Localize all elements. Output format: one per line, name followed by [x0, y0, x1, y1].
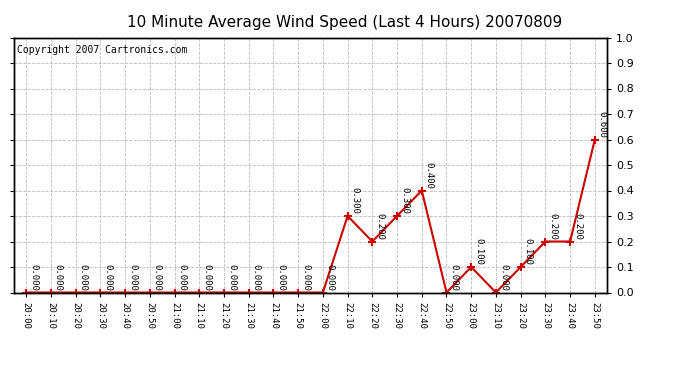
Text: 0.000: 0.000: [227, 264, 236, 291]
Text: 0.000: 0.000: [277, 264, 286, 291]
Text: 0.000: 0.000: [79, 264, 88, 291]
Text: 0.000: 0.000: [104, 264, 112, 291]
Text: 0.200: 0.200: [573, 213, 582, 240]
Text: 0.400: 0.400: [425, 162, 434, 189]
Text: 0.600: 0.600: [598, 111, 607, 138]
Text: 0.000: 0.000: [29, 264, 38, 291]
Text: Copyright 2007 Cartronics.com: Copyright 2007 Cartronics.com: [17, 45, 187, 55]
Text: 10 Minute Average Wind Speed (Last 4 Hours) 20070809: 10 Minute Average Wind Speed (Last 4 Hou…: [128, 15, 562, 30]
Text: 0.000: 0.000: [499, 264, 508, 291]
Text: 0.000: 0.000: [152, 264, 161, 291]
Text: 0.000: 0.000: [54, 264, 63, 291]
Text: 0.300: 0.300: [400, 187, 409, 214]
Text: 0.300: 0.300: [351, 187, 359, 214]
Text: 0.000: 0.000: [449, 264, 458, 291]
Text: 0.100: 0.100: [524, 238, 533, 265]
Text: 0.200: 0.200: [549, 213, 558, 240]
Text: 0.100: 0.100: [474, 238, 483, 265]
Text: 0.000: 0.000: [326, 264, 335, 291]
Text: 0.200: 0.200: [375, 213, 384, 240]
Text: 0.000: 0.000: [177, 264, 186, 291]
Text: 0.000: 0.000: [128, 264, 137, 291]
Text: 0.000: 0.000: [301, 264, 310, 291]
Text: 0.000: 0.000: [202, 264, 211, 291]
Text: 0.000: 0.000: [252, 264, 261, 291]
